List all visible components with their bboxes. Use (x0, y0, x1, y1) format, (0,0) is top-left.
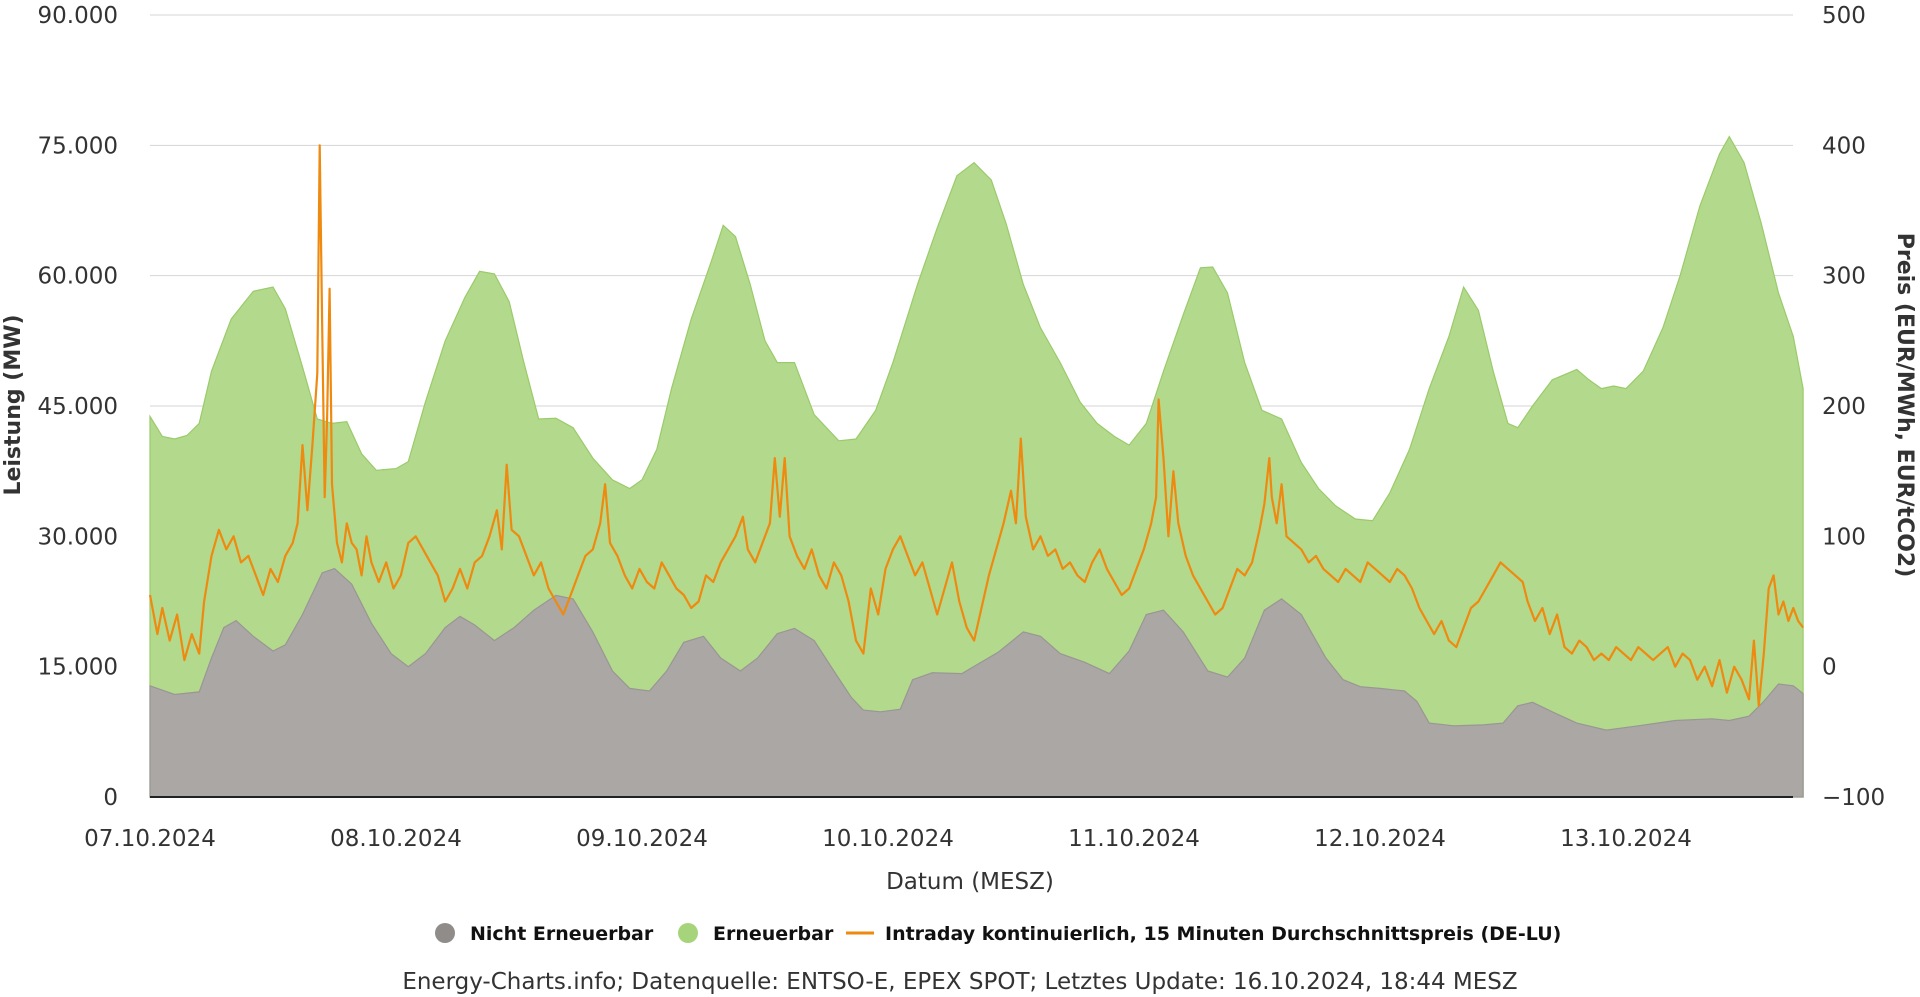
x-tick-label: 08.10.2024 (330, 826, 462, 852)
x-tick-label: 11.10.2024 (1068, 826, 1200, 852)
right-tick-label: 400 (1822, 133, 1866, 159)
left-tick-label: 60.000 (38, 264, 118, 290)
x-tick-label: 09.10.2024 (576, 826, 708, 852)
left-axis-title: Leistung (MW) (1, 314, 26, 495)
left-axis-ticks: 0 15.000 30.000 45.000 60.000 75.000 90.000 (38, 3, 118, 811)
right-tick-label: 500 (1822, 3, 1866, 29)
left-tick-label: 75.000 (38, 133, 118, 159)
legend-label[interactable]: Erneuerbar (713, 923, 834, 945)
x-tick-label: 12.10.2024 (1314, 826, 1446, 852)
area-nicht-erneuerbar (149, 567, 1804, 798)
legend: Nicht Erneuerbar Erneuerbar Intraday konti… (435, 923, 1561, 945)
left-tick-label: 30.000 (38, 524, 118, 550)
right-tick-label: 100 (1822, 524, 1866, 550)
right-tick-label: 0 (1822, 655, 1837, 681)
right-tick-label: 300 (1822, 264, 1866, 290)
x-axis-ticks: 07.10.2024 08.10.2024 09.10.2024 10.10.2024… (84, 826, 1692, 852)
area-series (149, 135, 1804, 798)
left-tick-label: 0 (103, 785, 118, 811)
left-tick-label: 15.000 (38, 655, 118, 681)
left-tick-label: 45.000 (38, 394, 118, 420)
legend-marker (435, 923, 455, 943)
right-axis-title: Preis (EUR/MWh, EUR/tCO2) (1892, 233, 1917, 578)
line-series (148, 144, 1804, 707)
x-tick-label: 10.10.2024 (822, 826, 954, 852)
right-axis-ticks: −100 0 100 200 300 400 500 (1822, 3, 1885, 811)
credit-text: Energy-Charts.info; Datenquelle: ENTSO-E… (402, 969, 1517, 995)
legend-label[interactable]: Intraday kontinuierlich, 15 Minuten Durc… (885, 923, 1561, 945)
legend-label[interactable]: Nicht Erneuerbar (470, 923, 654, 945)
x-tick-label: 07.10.2024 (84, 826, 216, 852)
price-line (148, 144, 1804, 707)
x-axis-title: Datum (MESZ) (886, 869, 1054, 895)
x-tick-label: 13.10.2024 (1560, 826, 1692, 852)
right-tick-label: −100 (1822, 785, 1885, 811)
right-tick-label: 200 (1822, 394, 1866, 420)
legend-marker (678, 923, 698, 943)
left-tick-label: 90.000 (38, 3, 118, 29)
